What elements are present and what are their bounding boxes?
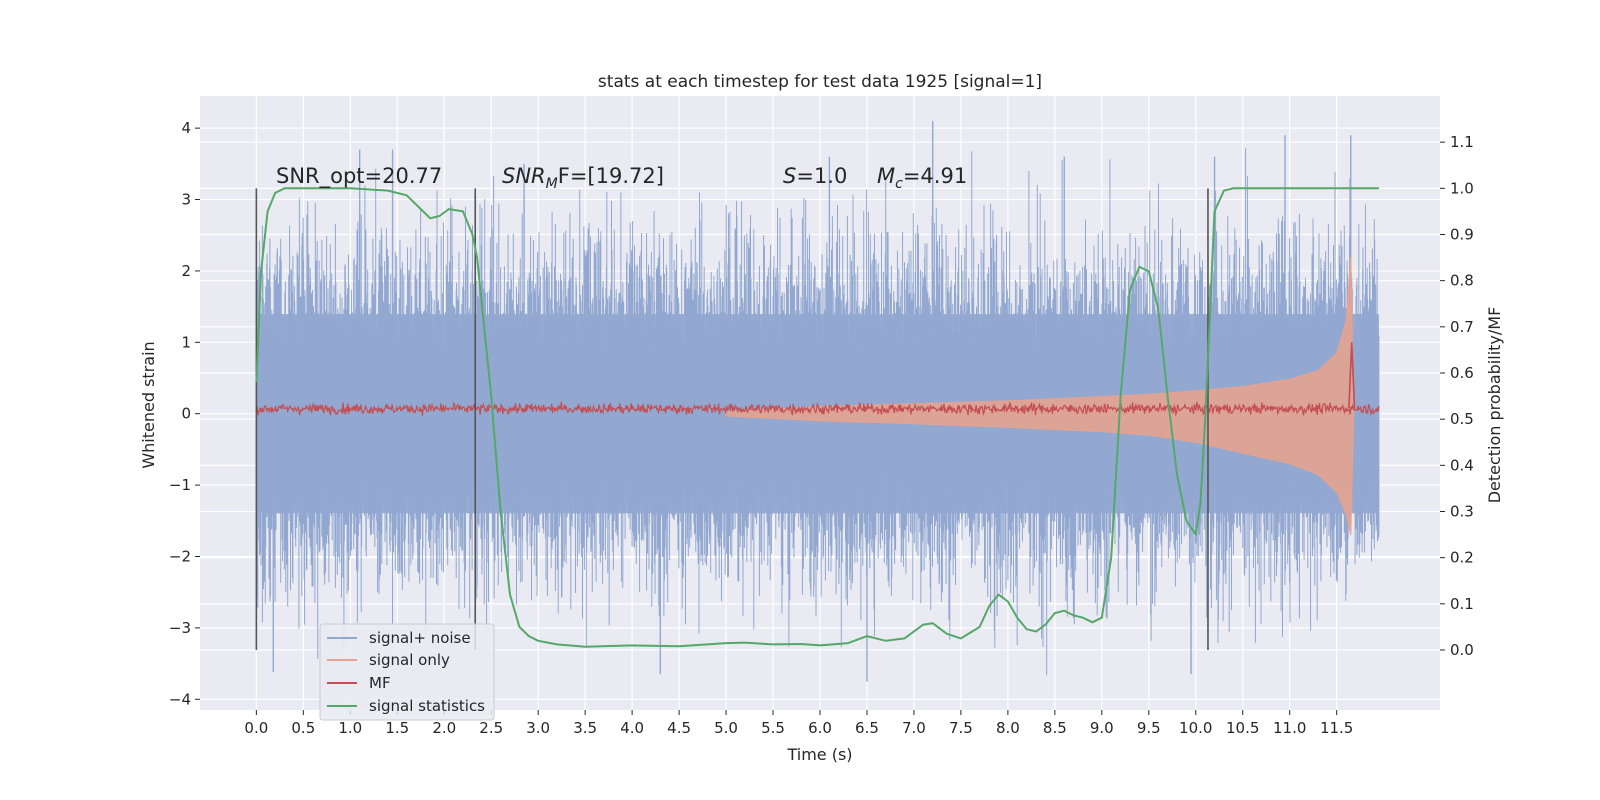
y2-tick-label: 0.8 — [1450, 272, 1474, 290]
x-tick-label: 5.0 — [714, 719, 738, 737]
annotation-mc-label: M — [877, 164, 895, 188]
y2-tick-label: 0.5 — [1450, 410, 1474, 428]
legend-box — [319, 623, 495, 721]
y-tick-label: −3 — [169, 619, 191, 637]
x-tick-label: 5.5 — [761, 719, 785, 737]
x-tick-label: 11.0 — [1273, 719, 1306, 737]
annotation-s-label: S — [783, 164, 796, 188]
x-tick-label: 6.5 — [855, 719, 879, 737]
axes: 0.0 0.5 1.0 1.5 2.0 2.5 3.0 3.5 4.0 4.5 5.0 5.5 6.0 6… — [169, 119, 1474, 737]
x-tick-label: 11.5 — [1320, 719, 1353, 737]
x-tick-label: 7.0 — [902, 719, 926, 737]
series-signal-statistics — [255, 187, 1379, 648]
y2-tick-label: 1.1 — [1450, 133, 1474, 151]
x-tick-label: 9.5 — [1137, 719, 1161, 737]
annotation-mc: Mc=4.91 — [877, 164, 967, 192]
annotation-snr-mf-sub: M — [546, 176, 558, 192]
annotation-mc-value: =4.91 — [903, 164, 967, 188]
series-mf — [256, 401, 1380, 417]
x-tick-label: 1.0 — [338, 719, 362, 737]
y2-tick-label: 1.0 — [1450, 179, 1474, 197]
y2-tick-label: 0.3 — [1450, 502, 1474, 520]
y2-axis-label: Detection probability/MF — [1485, 307, 1504, 504]
x-tick-label: 10.5 — [1226, 719, 1259, 737]
annotation-s-value: =1.0 — [796, 164, 847, 188]
x-tick-label: 3.0 — [526, 719, 550, 737]
x-tick-label: 6.0 — [808, 719, 832, 737]
y-tick-label: 4 — [181, 119, 191, 137]
x-tick-label: 1.5 — [385, 719, 409, 737]
x-tick-label: 10.0 — [1179, 719, 1212, 737]
x-tick-label: 0.5 — [291, 719, 315, 737]
annotation-mc-sub: c — [895, 176, 903, 192]
x-tick-label: 9.0 — [1090, 719, 1114, 737]
x-tick-label: 8.0 — [996, 719, 1020, 737]
mf-peak — [1348, 342, 1356, 409]
x-tick-label: 4.0 — [620, 719, 644, 737]
legend-label-signal-statistics: signal statistics — [369, 697, 485, 715]
y-tick-label: 0 — [181, 405, 191, 423]
y-axis-label: Whitened strain — [139, 341, 158, 468]
y2-tick-label: 0.4 — [1450, 456, 1474, 474]
x-tick-label: 8.5 — [1043, 719, 1067, 737]
x-tick-label: 2.5 — [479, 719, 503, 737]
y2-tick-label: 0.1 — [1450, 595, 1474, 613]
y2-tick-label: 0.2 — [1450, 549, 1474, 567]
x-axis-label: Time (s) — [786, 745, 852, 764]
x-tick-label: 7.5 — [949, 719, 973, 737]
annotation-snr-mf-suffix: F=[19.72] — [558, 164, 664, 188]
chart-title: stats at each timestep for test data 192… — [598, 72, 1042, 92]
y-tick-label: 3 — [181, 191, 191, 209]
data-layer — [255, 120, 1380, 682]
y-tick-label: −1 — [169, 476, 191, 494]
series-signal-only — [725, 256, 1355, 536]
x-tick-label: 2.0 — [432, 719, 456, 737]
y2-tick-label: 0.6 — [1450, 364, 1474, 382]
y2-tick-label: 0.9 — [1450, 225, 1474, 243]
x-tick-label: 3.5 — [573, 719, 597, 737]
annotation-snr-mf-label: SNR — [502, 164, 546, 188]
y2-tick-label: 0.0 — [1450, 641, 1474, 659]
legend-label-mf: MF — [369, 674, 391, 692]
annotation-snr-mf: SNRMF=[19.72] — [502, 164, 664, 192]
x-tick-label: 0.0 — [244, 719, 268, 737]
legend-label-signal-noise: signal+ noise — [369, 629, 471, 647]
y-tick-label: 1 — [181, 333, 191, 351]
legend: signal+ noise signal only MF signal stat… — [319, 623, 495, 721]
legend-label-signal-only: signal only — [369, 651, 450, 669]
y-tick-label: −2 — [169, 548, 191, 566]
y2-tick-label: 0.7 — [1450, 318, 1474, 336]
y-tick-label: 2 — [181, 262, 191, 280]
y-tick-label: −4 — [169, 690, 191, 708]
annotation-s: S=1.0 — [783, 164, 847, 188]
annotation-snr-opt: SNR_opt=20.77 — [276, 164, 442, 189]
x-tick-label: 4.5 — [667, 719, 691, 737]
